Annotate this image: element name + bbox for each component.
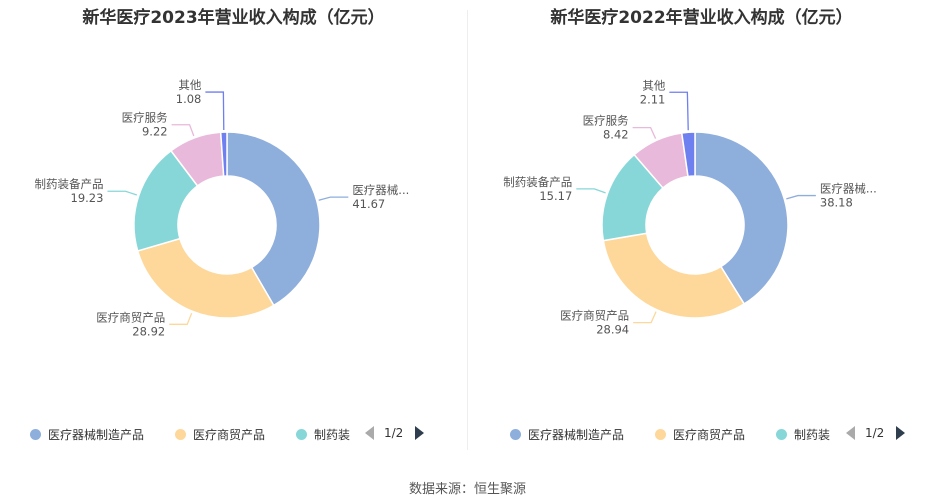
panel-divider (467, 10, 468, 450)
slice-value-label: 28.94 (596, 323, 629, 337)
prev-page-icon[interactable] (365, 426, 374, 440)
leader-line (107, 190, 138, 196)
legend: 医疗器械制造产品 医疗商贸产品 制药装 1/2 (468, 426, 935, 446)
legend-label: 制药装 (794, 428, 831, 442)
leader-line (669, 91, 689, 131)
slice-name-label: 医疗服务 (122, 111, 168, 125)
legend-item[interactable]: 医疗商贸产品 (175, 426, 265, 443)
slice-value-label: 9.22 (142, 125, 168, 139)
slice-value-label: 15.17 (539, 189, 572, 203)
legend: 医疗器械制造产品 医疗商贸产品 制药装 1/2 (0, 426, 467, 446)
slice-name-label: 制药装备产品 (34, 177, 103, 191)
slice-value-label: 8.42 (603, 128, 629, 142)
legend-label: 医疗商贸产品 (673, 428, 746, 442)
legend-label: 制药装 (314, 428, 351, 442)
donut-slice[interactable] (226, 131, 321, 307)
legend-dot (296, 429, 307, 440)
slice-name-label: 医疗商贸产品 (560, 309, 629, 323)
donut-slice[interactable] (680, 131, 696, 178)
slice-value-label: 41.67 (352, 197, 385, 211)
donut-slice[interactable] (602, 232, 746, 319)
legend-item[interactable]: 医疗器械制造产品 (510, 426, 624, 443)
slice-name-label: 医疗器械... (820, 182, 877, 196)
prev-page-icon[interactable] (846, 426, 855, 440)
slice-value-label: 28.92 (132, 324, 165, 338)
legend-item[interactable]: 制药装 (296, 426, 350, 443)
legend-label: 医疗商贸产品 (193, 428, 266, 442)
donut-slice[interactable] (694, 131, 789, 305)
legend-dot (776, 429, 787, 440)
chart-panel-2022: 新华医疗2022年营业收入构成（亿元） 医疗器械... 38.18 医疗商贸产品 28… (468, 0, 935, 460)
leader-line (169, 312, 193, 325)
legend-dot (30, 429, 41, 440)
next-page-icon[interactable] (896, 426, 906, 440)
legend-item[interactable]: 医疗商贸产品 (655, 426, 745, 443)
leader-line (318, 196, 349, 201)
leader-line (632, 126, 657, 139)
slice-name-label: 其他 (642, 78, 665, 92)
slice-name-label: 制药装备产品 (503, 175, 572, 189)
slice-name-label: 医疗服务 (583, 114, 629, 128)
leader-line (576, 188, 606, 194)
donut-slice[interactable] (136, 237, 275, 319)
leader-line (633, 311, 657, 324)
legend-dot (510, 429, 521, 440)
legend-dot (655, 429, 666, 440)
data-source-note: 数据来源：恒生聚源 (408, 482, 526, 497)
donut-slice[interactable] (219, 131, 228, 177)
legend-label: 医疗器械制造产品 (528, 428, 625, 442)
legend-page-indicator: 1/2 (865, 426, 885, 440)
slice-value-label: 1.08 (176, 92, 202, 106)
legend-pager: 1/2 (846, 426, 906, 440)
leader-line (171, 124, 195, 137)
legend-page-indicator: 1/2 (384, 426, 404, 440)
slice-name-label: 其他 (178, 78, 201, 92)
slice-name-label: 医疗器械... (352, 183, 409, 197)
chart-title: 新华医疗2022年营业收入构成（亿元） (550, 8, 853, 28)
chart-panel-2023: 新华医疗2023年营业收入构成（亿元） 医疗器械... 41.67 医疗商贸产品 28… (0, 0, 467, 460)
legend-label: 医疗器械制造产品 (48, 428, 145, 442)
slice-value-label: 38.18 (820, 196, 853, 210)
legend-pager: 1/2 (365, 426, 425, 440)
legend-item[interactable]: 医疗器械制造产品 (30, 426, 144, 443)
leader-line (786, 194, 816, 200)
slice-name-label: 医疗商贸产品 (96, 310, 165, 324)
leader-line (205, 91, 225, 131)
chart-title: 新华医疗2023年营业收入构成（亿元） (82, 8, 385, 28)
legend-item[interactable]: 制药装 (776, 426, 830, 443)
legend-dot (175, 429, 186, 440)
slice-value-label: 19.23 (71, 191, 104, 205)
next-page-icon[interactable] (415, 426, 425, 440)
slice-value-label: 2.11 (640, 92, 666, 106)
